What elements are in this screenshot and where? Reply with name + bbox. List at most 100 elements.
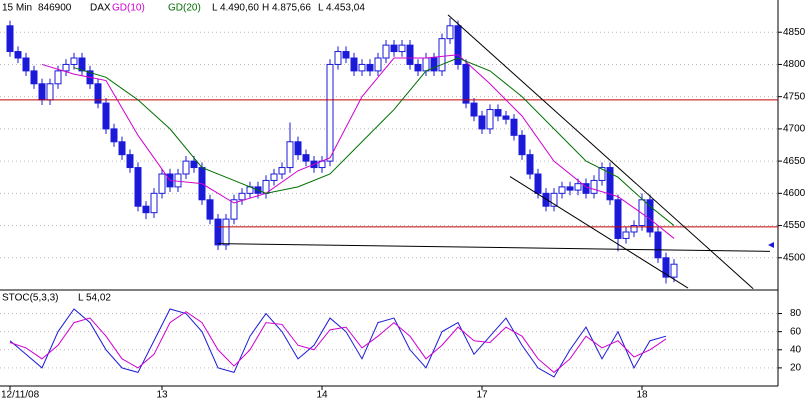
candle-body xyxy=(662,257,670,278)
candle-body xyxy=(438,38,446,72)
candle-body xyxy=(558,186,566,194)
candle-body xyxy=(366,63,374,72)
candle-body xyxy=(582,183,590,194)
moving-average xyxy=(73,57,675,226)
candle-body xyxy=(430,57,438,72)
candle-body xyxy=(518,134,526,156)
x-tick-label: 12/11/08 xyxy=(1,390,40,401)
y-tick-label: 4850 xyxy=(783,27,806,38)
y-tick-label: 4700 xyxy=(783,124,806,135)
code: 846900 xyxy=(38,3,72,14)
candle-body xyxy=(478,115,486,130)
candle-body xyxy=(566,186,574,191)
stoch-line xyxy=(9,308,667,378)
candle-body xyxy=(70,57,78,65)
x-tick-label: 17 xyxy=(476,390,488,401)
candle-body xyxy=(574,183,582,191)
y-tick-label: 4500 xyxy=(783,252,806,263)
candle-body xyxy=(214,218,222,246)
candle-body xyxy=(22,57,30,72)
y-tick-label: 4550 xyxy=(783,220,806,231)
candle-body xyxy=(54,70,62,85)
candle-body xyxy=(422,57,430,72)
candle-body xyxy=(142,205,150,214)
y-tick-label: 4750 xyxy=(783,91,806,102)
candle-body xyxy=(222,218,230,246)
candle-body xyxy=(134,167,142,207)
y-tick-label: 80 xyxy=(790,308,802,319)
candle-body xyxy=(358,63,366,72)
interval: 15 Min xyxy=(2,3,32,14)
x-tick-label: 18 xyxy=(636,390,648,401)
price-marker xyxy=(768,242,774,248)
candle-body xyxy=(62,63,70,72)
y-tick-label: 4600 xyxy=(783,188,806,199)
candle-body xyxy=(590,179,598,194)
candle-body xyxy=(654,231,662,259)
candle-body xyxy=(182,160,190,175)
candle-body xyxy=(646,199,654,233)
y-tick-label: 60 xyxy=(790,326,802,337)
legend-ma10: GD(10) xyxy=(112,3,145,14)
x-tick-label: 13 xyxy=(156,390,168,401)
candle-body xyxy=(6,25,14,53)
candle-body xyxy=(102,102,110,130)
candle-body xyxy=(342,51,350,59)
candle-body xyxy=(278,167,286,175)
candle-body xyxy=(622,231,630,239)
trend-line xyxy=(217,243,771,252)
candle-body xyxy=(550,192,558,207)
stoch-line xyxy=(9,311,667,374)
candle-body xyxy=(406,44,414,65)
candle-body xyxy=(606,167,614,201)
candle-body xyxy=(206,199,214,220)
candle-body xyxy=(78,57,86,72)
candle-body xyxy=(38,83,46,101)
candle-body xyxy=(286,141,294,169)
candle-body xyxy=(542,192,550,207)
candle-body xyxy=(534,173,542,194)
candle-body xyxy=(118,141,126,156)
candle-body xyxy=(398,44,406,53)
stat-low: L 4.490,60 xyxy=(212,3,259,14)
candle-body xyxy=(230,199,238,220)
stoch-stat: L 54,02 xyxy=(78,293,111,304)
candle-body xyxy=(454,25,462,65)
candle-body xyxy=(126,154,134,169)
candle-body xyxy=(598,167,606,181)
candle-body xyxy=(462,63,470,104)
candle-body xyxy=(526,154,534,175)
candle-body xyxy=(382,44,390,59)
candle-body xyxy=(270,173,278,181)
stat-last: L 4.453,04 xyxy=(318,3,365,14)
symbol: DAX xyxy=(90,3,111,14)
stoch-title: STOC(5,3,3) xyxy=(2,293,59,304)
candle-body xyxy=(294,141,302,156)
candle-body xyxy=(158,173,166,194)
candle-body xyxy=(494,109,502,117)
candle-body xyxy=(30,70,38,85)
candle-body xyxy=(302,154,310,162)
candle-body xyxy=(110,128,118,143)
trend-line xyxy=(509,176,689,289)
candle-body xyxy=(414,63,422,72)
candle-body xyxy=(638,199,646,227)
candle-body xyxy=(486,109,494,130)
candle-body xyxy=(670,263,678,278)
y-tick-label: 4800 xyxy=(783,59,806,70)
candle-body xyxy=(238,192,246,201)
legend-ma20: GD(20) xyxy=(168,3,201,14)
candle-body xyxy=(374,57,382,72)
x-tick-label: 14 xyxy=(316,390,328,401)
candle-body xyxy=(510,118,518,136)
y-tick-label: 20 xyxy=(790,363,802,374)
candle-body xyxy=(150,192,158,214)
candle-body xyxy=(46,83,54,101)
trend-line xyxy=(447,14,754,290)
candle-body xyxy=(390,44,398,53)
candle-body xyxy=(334,51,342,65)
candle-body xyxy=(94,83,102,104)
y-tick-label: 4650 xyxy=(783,156,806,167)
